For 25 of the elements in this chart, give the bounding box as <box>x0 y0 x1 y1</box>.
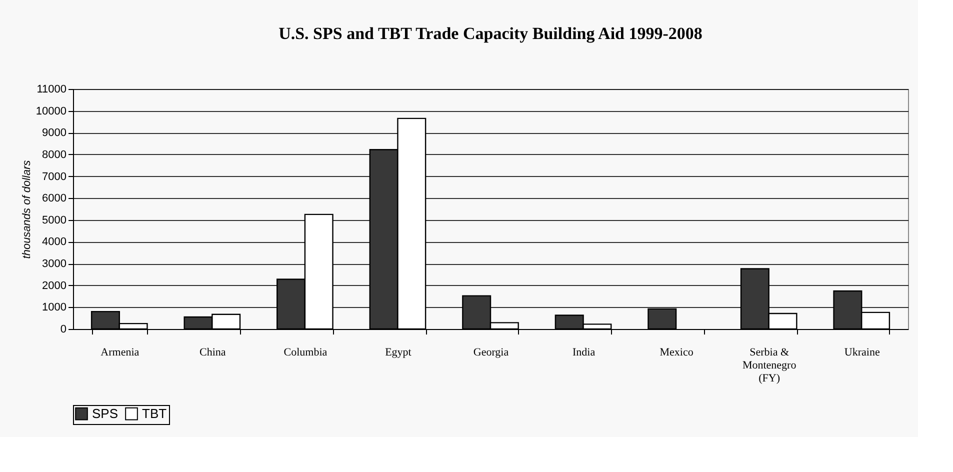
y-tick-label: 5000 <box>42 214 66 226</box>
legend-label: TBT <box>142 406 167 421</box>
x-tick-label: Armenia <box>100 346 140 358</box>
y-tick-label: 2000 <box>42 280 66 292</box>
y-tick-label: 6000 <box>42 192 66 205</box>
y-axis-title: thousands of dollars <box>20 160 33 259</box>
y-tick-label: 11000 <box>36 84 66 96</box>
y-tick-label: 0 <box>60 324 66 336</box>
y-tick-label: 7000 <box>42 170 66 183</box>
chart-title: U.S. SPS and TBT Trade Capacity Building Aid 1999-2008 <box>278 24 702 43</box>
x-tick-label: Egypt <box>385 346 412 358</box>
y-tick-label: 8000 <box>42 148 66 161</box>
x-tick-label: Georgia <box>473 346 509 358</box>
y-tick-label: 9000 <box>42 127 66 140</box>
y-tick-label: 10000 <box>36 105 66 118</box>
x-tick-label: Serbia & Montenegro (FY) <box>742 346 797 384</box>
x-tick-label: Columbia <box>284 346 328 358</box>
x-tick-label: China <box>200 346 226 358</box>
x-tick-label: Ukraine <box>844 346 880 358</box>
x-tick-label: India <box>572 346 596 358</box>
y-tick-label: 3000 <box>42 258 66 270</box>
legend-label: SPS <box>92 406 118 421</box>
y-tick-label: 4000 <box>42 236 66 248</box>
y-tick-label: 1000 <box>42 302 66 314</box>
x-tick-label: Mexico <box>660 346 694 358</box>
